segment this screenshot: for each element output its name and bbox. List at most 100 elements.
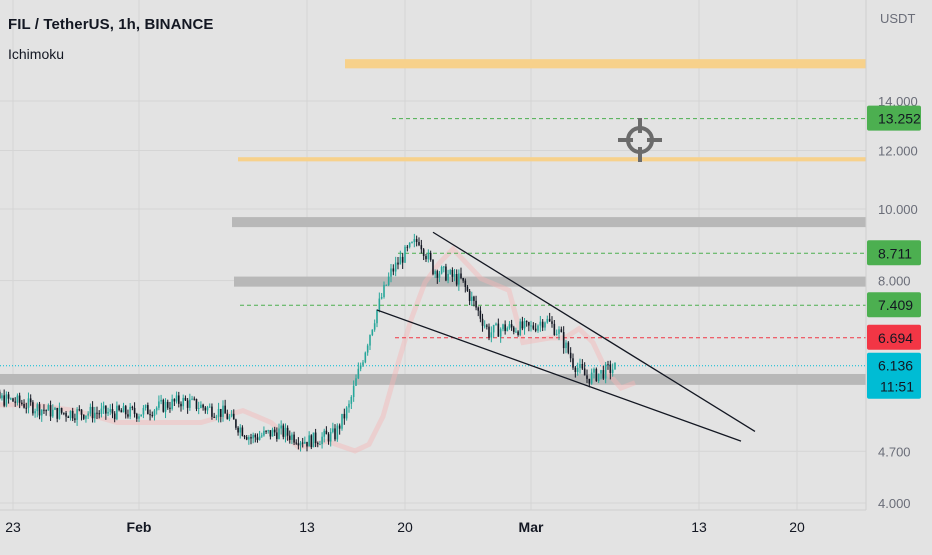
candle-body xyxy=(492,324,495,333)
wedge-upper-line[interactable] xyxy=(432,231,756,432)
candle-body xyxy=(173,399,176,402)
candle-body xyxy=(406,246,409,248)
price-badge-label: 6.136 xyxy=(878,358,913,374)
candle-body xyxy=(34,411,36,414)
candle-body xyxy=(530,325,532,327)
candle-body xyxy=(197,407,200,409)
candle-body xyxy=(273,429,276,433)
y-tick-label: 4.700 xyxy=(878,444,911,459)
candle-body xyxy=(602,370,605,379)
candle-body xyxy=(252,434,254,439)
y-tick-label: 8.000 xyxy=(878,274,911,289)
x-tick-label: 13 xyxy=(299,519,315,535)
candle-body xyxy=(546,318,549,323)
candle-body xyxy=(158,401,160,408)
candle-body xyxy=(254,434,257,438)
candle-body xyxy=(193,398,196,400)
candle-body xyxy=(490,332,493,338)
candle-body xyxy=(142,407,145,415)
y-tick-label: 4.000 xyxy=(878,496,911,511)
candle-body xyxy=(497,323,500,337)
candle-body xyxy=(449,269,452,274)
candle-body xyxy=(245,437,248,440)
candle-body xyxy=(166,401,169,408)
zone-band[interactable] xyxy=(0,373,866,385)
candle-body xyxy=(222,405,224,417)
candle-body xyxy=(131,406,134,408)
symbol-title[interactable]: FIL / TetherUS, 1h, BINANCE xyxy=(8,16,214,33)
candle-body xyxy=(239,427,242,433)
candle-body xyxy=(111,409,114,414)
candle-body xyxy=(488,326,490,338)
candle-body xyxy=(364,352,367,363)
candle-body xyxy=(553,323,556,335)
candle-body xyxy=(127,414,129,417)
candle-body xyxy=(258,436,261,440)
price-badge[interactable] xyxy=(867,352,921,399)
ichimoku-cloud xyxy=(0,245,636,454)
candle-body xyxy=(120,410,123,413)
candle-body xyxy=(392,268,395,272)
candle-body xyxy=(397,262,399,265)
indicator-label[interactable]: Ichimoku xyxy=(8,46,65,62)
candle-body xyxy=(394,262,397,272)
candle-body xyxy=(74,418,76,420)
zone-band[interactable] xyxy=(238,157,866,162)
candle-body xyxy=(129,406,131,417)
candle-body xyxy=(369,335,371,346)
candle-body xyxy=(228,416,231,420)
candle-body xyxy=(164,401,167,412)
price-badge[interactable] xyxy=(867,292,921,318)
x-tick-label: Mar xyxy=(519,519,544,535)
candle-body xyxy=(321,436,323,445)
candle-body xyxy=(387,276,390,285)
candle-body xyxy=(248,437,250,440)
price-badge[interactable] xyxy=(867,240,921,266)
candle-body xyxy=(224,405,226,414)
candle-body xyxy=(399,256,402,265)
candle-body xyxy=(466,286,469,291)
candle-body xyxy=(133,407,136,414)
candle-body xyxy=(345,407,348,419)
candle-body xyxy=(308,435,310,447)
candle-body xyxy=(191,398,193,400)
candle-body xyxy=(338,425,341,429)
candle-body xyxy=(413,239,416,243)
candle-body xyxy=(32,402,34,414)
candle-body xyxy=(147,405,149,415)
candle-body xyxy=(105,405,107,414)
candle-body xyxy=(504,324,506,332)
candle-body xyxy=(301,442,304,444)
wedge-lower-line[interactable] xyxy=(376,309,742,442)
zone-band[interactable] xyxy=(232,217,866,228)
candle-body xyxy=(54,407,56,410)
candle-body xyxy=(470,296,473,301)
price-badge[interactable] xyxy=(867,105,921,131)
candle-body xyxy=(436,271,439,278)
candle-body xyxy=(195,398,198,409)
candle-body xyxy=(418,242,420,246)
price-badge-label: 8.711 xyxy=(878,245,912,261)
candle-body xyxy=(325,430,328,435)
candle-body xyxy=(408,242,411,248)
candle-body xyxy=(483,325,486,327)
candle-body xyxy=(495,323,497,325)
candle-body xyxy=(359,365,362,369)
zone-band[interactable] xyxy=(345,59,866,69)
candle-body xyxy=(572,358,574,368)
candle-body xyxy=(371,329,374,336)
candle-body xyxy=(555,333,558,335)
candle-body xyxy=(464,280,467,287)
candle-body xyxy=(38,404,41,416)
candle-body xyxy=(314,432,317,444)
candle-body xyxy=(390,268,392,277)
price-badge[interactable] xyxy=(867,324,921,350)
candle-body xyxy=(162,400,165,412)
candle-body xyxy=(567,342,570,353)
zone-band[interactable] xyxy=(234,276,866,287)
candle-body xyxy=(155,407,158,411)
candle-body xyxy=(171,399,173,409)
candle-body xyxy=(36,404,39,412)
